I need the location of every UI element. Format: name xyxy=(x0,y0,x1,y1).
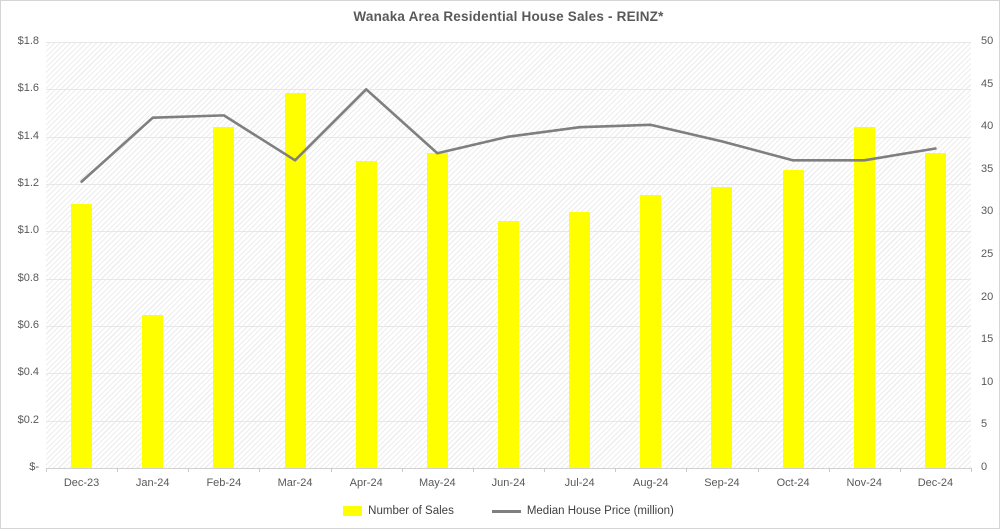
axis-tick xyxy=(117,468,119,472)
gridline xyxy=(46,184,971,185)
right-axis-tick-label: 30 xyxy=(981,205,994,218)
left-axis-tick-label: $0.8 xyxy=(17,271,39,284)
right-axis-tick-label: 20 xyxy=(981,290,994,303)
left-axis-tick-label: $1.4 xyxy=(17,129,39,142)
x-axis-label-jan-24: Jan-24 xyxy=(135,477,170,489)
sales-bar-dec-24 xyxy=(924,152,946,468)
sales-bar-may-24 xyxy=(426,152,448,468)
left-axis-tick-label: $0.4 xyxy=(17,366,39,379)
x-axis-label-oct-24: Oct-24 xyxy=(776,477,810,489)
x-axis-label-jun-24: Jun-24 xyxy=(491,477,526,489)
chart-legend: Number of Sales Median House Price (mill… xyxy=(46,501,971,521)
sales-bar-oct-24 xyxy=(782,169,804,468)
x-axis-label-apr-24: Apr-24 xyxy=(349,477,383,489)
x-axis-label-jul-24: Jul-24 xyxy=(564,477,595,489)
sales-bar-feb-24 xyxy=(213,127,235,468)
legend-bar-swatch-icon xyxy=(343,506,363,516)
axis-tick xyxy=(330,468,332,472)
gridline xyxy=(46,42,971,43)
legend-item-sales: Number of Sales xyxy=(343,505,454,517)
right-axis-tick-label: 45 xyxy=(981,77,994,90)
right-axis-tick-label: 5 xyxy=(981,418,988,431)
left-axis-tick-label: $0.2 xyxy=(17,413,39,426)
legend-bar-label: Number of Sales xyxy=(368,505,454,517)
axis-tick xyxy=(686,468,688,472)
x-axis-label-may-24: May-24 xyxy=(419,477,456,489)
sales-bar-nov-24 xyxy=(853,127,875,468)
sales-bar-aug-24 xyxy=(640,195,662,468)
x-axis-label-dec-24: Dec-24 xyxy=(917,477,954,489)
x-axis-line xyxy=(46,468,971,469)
left-axis-tick-label: $1.6 xyxy=(17,82,39,95)
sales-bar-sep-24 xyxy=(711,186,733,468)
right-axis-tick-label: 35 xyxy=(981,162,994,175)
sales-bar-mar-24 xyxy=(284,93,306,468)
axis-tick xyxy=(828,468,830,472)
chart-title: Wanaka Area Residential House Sales - RE… xyxy=(353,9,664,24)
legend-item-price: Median House Price (million) xyxy=(491,505,674,517)
left-axis-tick-label: $1.2 xyxy=(17,177,39,189)
x-axis-label-mar-24: Mar-24 xyxy=(277,477,313,489)
x-axis-label-feb-24: Feb-24 xyxy=(206,477,242,489)
right-axis-tick-label: 40 xyxy=(981,120,994,133)
left-axis-tick-label: $0.6 xyxy=(17,319,39,331)
x-axis-label-aug-24: Aug-24 xyxy=(633,477,669,489)
legend-line-swatch-icon xyxy=(491,509,521,513)
axis-tick xyxy=(401,468,403,472)
right-axis-tick-label: 15 xyxy=(981,333,994,346)
left-axis-tick-label: $- xyxy=(29,461,39,473)
axis-tick xyxy=(615,468,617,472)
axis-tick xyxy=(971,468,972,472)
axis-tick xyxy=(757,468,759,472)
gridline xyxy=(46,136,971,138)
axis-tick xyxy=(46,468,47,472)
sales-bar-jul-24 xyxy=(569,212,591,468)
right-axis-tick-label: 50 xyxy=(981,35,994,47)
axis-tick xyxy=(472,468,474,472)
x-axis-label-nov-24: Nov-24 xyxy=(846,477,882,489)
left-axis-tick-label: $1.8 xyxy=(17,35,39,47)
sales-bar-apr-24 xyxy=(355,161,377,468)
axis-tick xyxy=(899,468,901,472)
right-axis-tick-label: 25 xyxy=(981,248,994,260)
sales-bar-jan-24 xyxy=(142,314,164,468)
plot-area xyxy=(46,42,971,469)
sales-bar-dec-23 xyxy=(71,203,93,468)
right-axis-tick-label: 0 xyxy=(981,461,988,473)
gridline xyxy=(46,89,971,91)
left-axis-tick-label: $1.0 xyxy=(17,224,39,237)
axis-tick xyxy=(188,468,190,472)
x-axis-label-dec-23: Dec-23 xyxy=(63,477,100,489)
sales-bar-jun-24 xyxy=(498,220,519,468)
legend-line-label: Median House Price (million) xyxy=(526,505,674,517)
x-axis-label-sep-24: Sep-24 xyxy=(704,477,740,489)
axis-tick xyxy=(544,468,546,472)
axis-tick xyxy=(259,468,261,472)
right-axis-tick-label: 10 xyxy=(981,375,994,388)
